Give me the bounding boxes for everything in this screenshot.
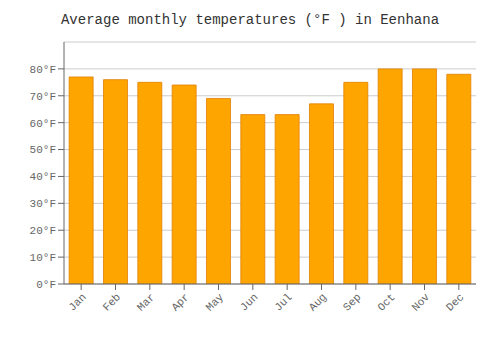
svg-text:0°F: 0°F [36, 279, 56, 291]
html-text:Average monthly temperatures (: Average monthly temperatures (°F ) in Ee… [61, 12, 439, 28]
svg-text:Mar: Mar [135, 291, 157, 313]
svg-text:Feb: Feb [101, 291, 123, 313]
svg-text:30°F: 30°F [30, 198, 56, 210]
svg-text:Jul: Jul [272, 291, 294, 313]
svg-text:Aug: Aug [307, 291, 329, 313]
svg-text:Nov: Nov [410, 291, 433, 314]
svg-text:20°F: 20°F [30, 225, 56, 237]
svg-text:10°F: 10°F [30, 252, 56, 264]
svg-text:Dec: Dec [444, 291, 466, 313]
svg-text:Sep: Sep [341, 291, 363, 313]
svg-text:40°F: 40°F [30, 171, 56, 183]
svg-text:70°F: 70°F [30, 91, 56, 103]
svg-text:80°F: 80°F [30, 64, 56, 76]
svg-text:60°F: 60°F [30, 118, 56, 130]
svg-text:Oct: Oct [375, 291, 397, 313]
svg-text:50°F: 50°F [30, 144, 56, 156]
svg-text:Apr: Apr [169, 291, 191, 313]
svg-text:Jun: Jun [238, 291, 260, 313]
svg-text:Jan: Jan [66, 291, 88, 313]
svg-text:May: May [204, 291, 227, 314]
